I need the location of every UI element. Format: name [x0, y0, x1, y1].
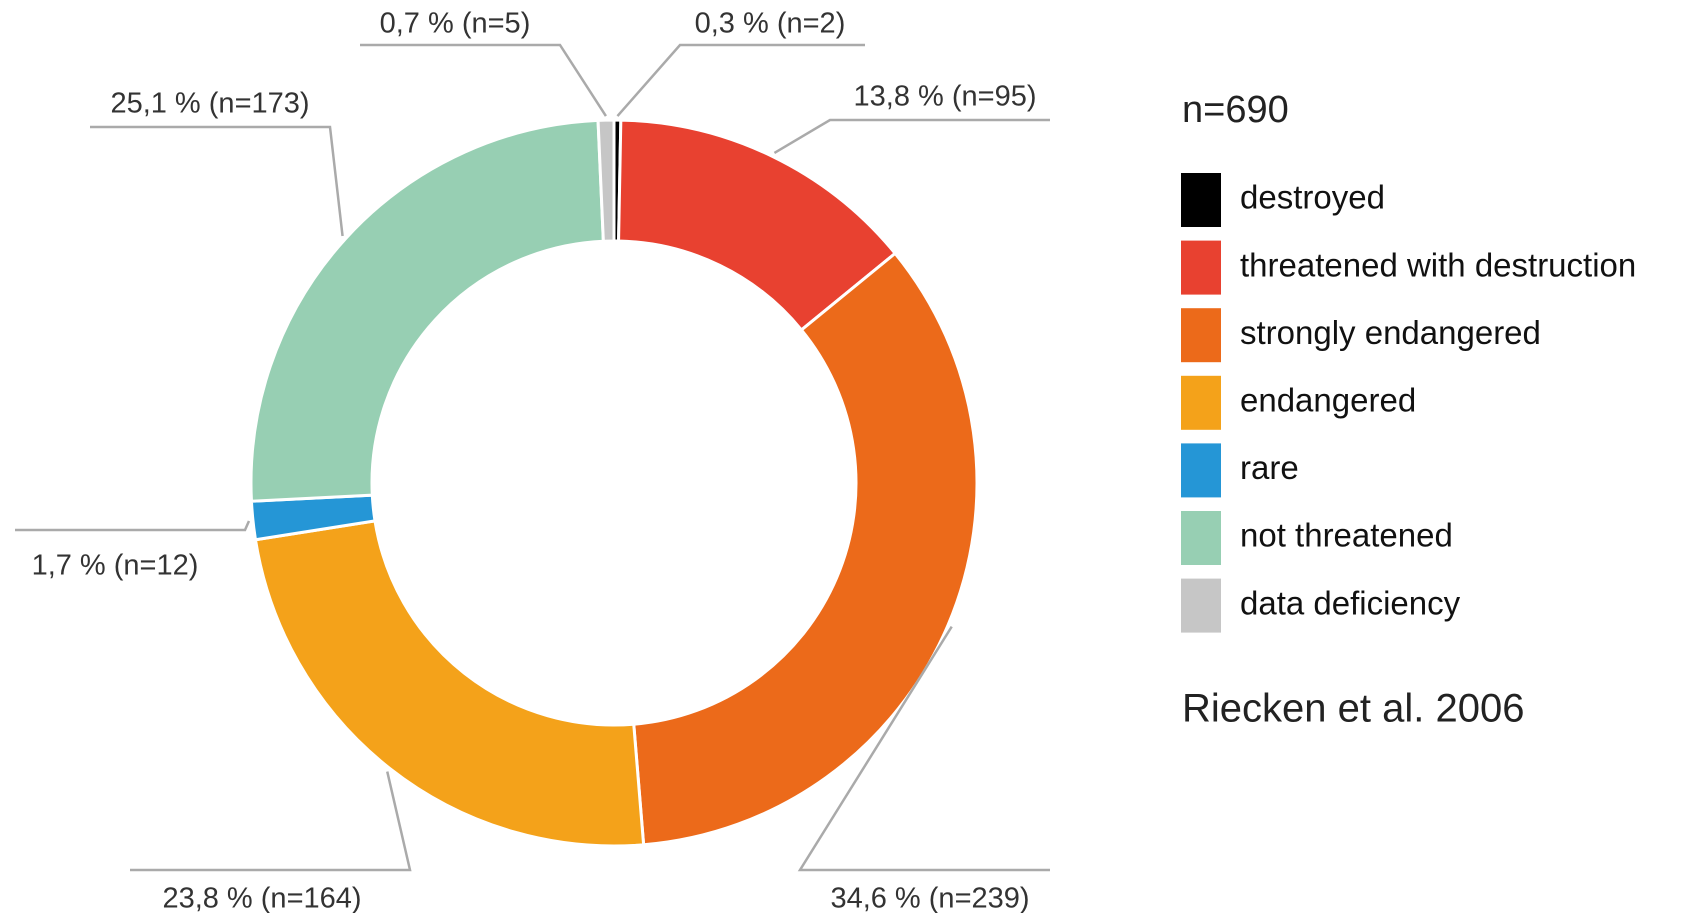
legend-label: rare: [1240, 449, 1299, 486]
donut-slice: [253, 519, 646, 848]
data-label: 1,7 % (n=12): [32, 550, 199, 582]
data-label: 0,3 % (n=2): [695, 8, 846, 40]
legend-label: data deficiency: [1240, 584, 1461, 621]
legend-label: endangered: [1240, 382, 1416, 419]
donut-slice: [632, 251, 979, 847]
legend-swatch: [1181, 308, 1221, 363]
donut-slice: [596, 118, 616, 243]
data-label: 0,7 % (n=5): [380, 8, 531, 40]
legend-label: strongly endangered: [1240, 314, 1541, 351]
legend-swatch: [1181, 443, 1221, 498]
leader-line: [360, 43, 607, 117]
legend-label: not threatened: [1240, 517, 1453, 554]
leader-line: [130, 771, 412, 872]
data-label: 25,1 % (n=173): [110, 88, 309, 120]
data-label: 34,6 % (n=239): [830, 883, 1029, 913]
leader-line: [616, 43, 865, 117]
data-label: 13,8 % (n=95): [854, 81, 1037, 113]
legend-swatch: [1181, 375, 1221, 430]
leader-line: [90, 125, 344, 237]
legend-swatch: [1181, 240, 1221, 295]
legend-swatch: [1181, 173, 1221, 227]
note: Riecken et al. 2006: [1182, 687, 1524, 731]
donut-slice: [249, 118, 605, 503]
leader-line: [797, 625, 1050, 872]
legend-title: n=690: [1182, 89, 1289, 131]
data-label: 23,8 % (n=164): [162, 883, 361, 913]
leader-line: [15, 520, 251, 532]
legend-swatch: [1181, 578, 1221, 633]
legend-label: destroyed: [1240, 179, 1385, 216]
legend-label: threatened with destruction: [1240, 246, 1636, 283]
legend-swatch: [1181, 511, 1221, 565]
leader-line: [773, 118, 1050, 154]
